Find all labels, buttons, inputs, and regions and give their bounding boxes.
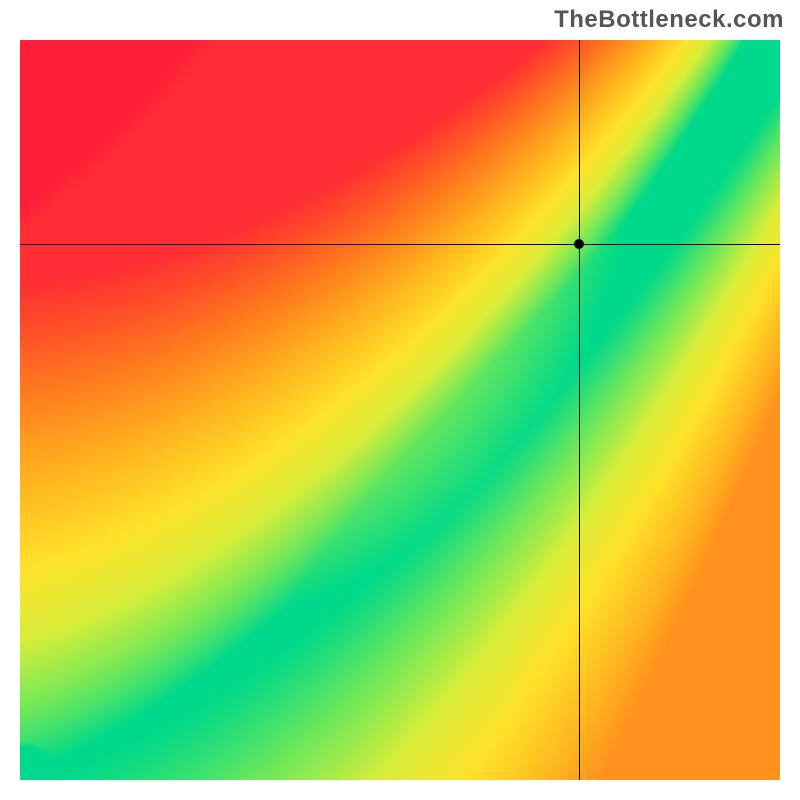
chart-container: TheBottleneck.com <box>0 0 800 800</box>
plot-area <box>20 40 780 780</box>
crosshair-point <box>574 239 584 249</box>
crosshair-horizontal-line <box>20 244 780 245</box>
watermark-text: TheBottleneck.com <box>554 6 784 34</box>
heatmap-canvas <box>20 40 780 780</box>
crosshair-vertical-line <box>579 40 580 780</box>
